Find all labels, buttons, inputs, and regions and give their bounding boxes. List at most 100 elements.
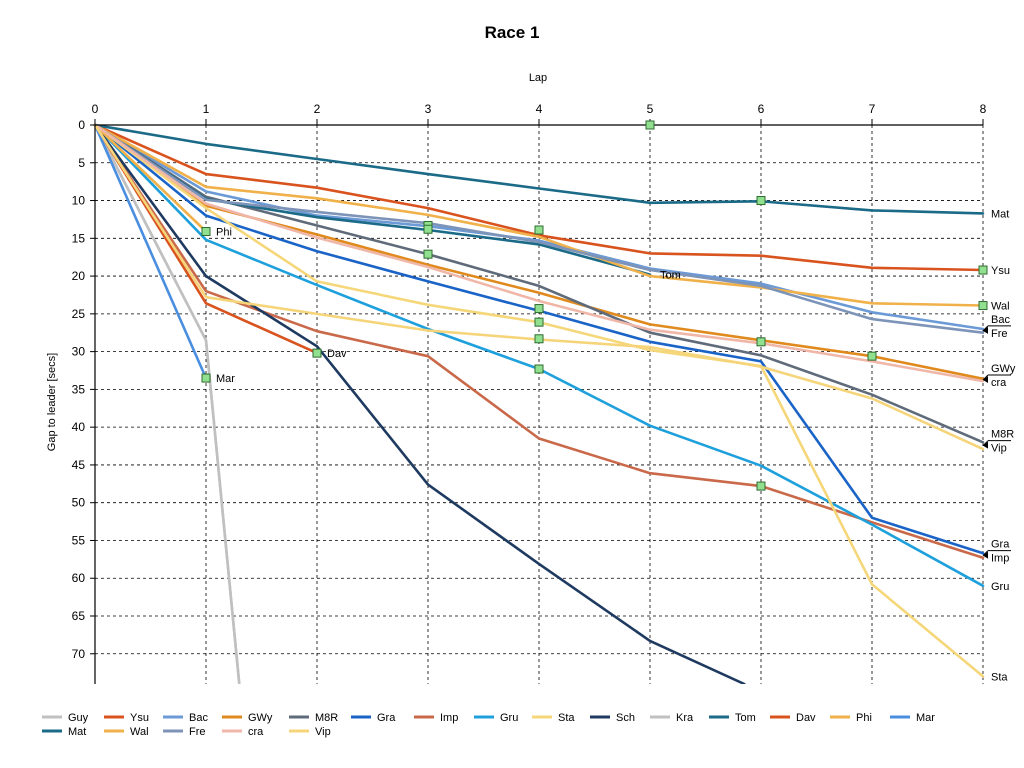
label-leader-arrow (983, 326, 988, 334)
lap-marker (534, 225, 544, 235)
annotation-label: Phi (216, 227, 232, 239)
x-tick-label: 3 (425, 102, 432, 116)
y-tick-label: 20 (72, 269, 86, 283)
lap-marker (423, 249, 433, 259)
legend-label-Mar: Mar (916, 712, 935, 724)
lap-marker (867, 351, 877, 361)
legend-label-Imp: Imp (440, 712, 458, 724)
series-line-Kra (93, 123, 241, 684)
legend-label-Mat: Mat (68, 726, 86, 738)
legend-label-Gra: Gra (377, 712, 396, 724)
lap-marker (756, 481, 766, 491)
legend-label-Sch: Sch (616, 712, 635, 724)
label-leader-line (982, 374, 989, 381)
label-leader-arrow (983, 441, 988, 449)
grid-lines (95, 125, 984, 684)
end-label-Wal: Wal (991, 301, 1010, 313)
series-line-Bac (93, 123, 985, 331)
y-tick-label: 60 (72, 571, 86, 585)
x-tick-label: 7 (869, 102, 876, 116)
lap-markers (201, 120, 988, 491)
lap-marker (534, 317, 544, 327)
lap-marker (756, 196, 766, 206)
lap-marker (978, 301, 988, 311)
legend-label-Fre: Fre (189, 726, 206, 738)
x-tick-label: 2 (314, 102, 321, 116)
x-tick-label: 4 (536, 102, 543, 116)
series-line-Mar (93, 123, 208, 380)
lap-marker (534, 334, 544, 344)
series-line-Phi (93, 123, 208, 233)
lap-marker (978, 265, 988, 275)
lap-marker (534, 364, 544, 374)
end-label-Fre: Fre (991, 328, 1008, 340)
y-axis-label: Gap to leader [secs] (46, 353, 58, 451)
y-tick-label: 50 (72, 496, 86, 510)
y-tick-label: 0 (78, 118, 85, 132)
end-label-M8R: M8R (991, 429, 1014, 441)
end-label-Sta: Sta (991, 671, 1008, 683)
lap-marker (645, 120, 655, 130)
end-label-Ysu: Ysu (991, 265, 1010, 277)
series-line-Ysu (93, 123, 985, 272)
y-tick-label: 65 (72, 609, 86, 623)
end-label-Gra: Gra (991, 539, 1010, 551)
legend-label-Sta: Sta (558, 712, 575, 724)
legend-label-GWy: GWy (248, 712, 273, 724)
legend-label-cra: cra (248, 726, 264, 738)
lap-marker (201, 227, 211, 237)
series-line-cra (93, 123, 985, 383)
end-label-GWy: GWy (991, 363, 1016, 375)
x-tick-label: 8 (980, 102, 987, 116)
annotation-label: Mar (216, 373, 235, 385)
legend: Guy Ysu Bac GWy M8R Gra Imp Gru Sta Sch Kra Tom Dav P… (42, 712, 935, 738)
label-leader-arrow (983, 551, 988, 559)
x-tick-label: 1 (203, 102, 210, 116)
end-label-Mat: Mat (991, 208, 1009, 220)
legend-label-Ysu: Ysu (130, 712, 149, 724)
chart-title: Race 1 (485, 23, 540, 42)
legend-label-Gru: Gru (500, 712, 518, 724)
legend-label-Bac: Bac (189, 712, 208, 724)
y-tick-label: 15 (72, 231, 86, 245)
x-tick-label: 0 (92, 102, 99, 116)
series-line-Mat (93, 123, 985, 215)
end-label-cra: cra (991, 377, 1007, 389)
y-tick-label: 45 (72, 458, 86, 472)
legend-label-M8R: M8R (315, 712, 338, 724)
annotation-label: Dav (327, 348, 347, 360)
legend-label-Vip: Vip (315, 726, 331, 738)
y-tick-label: 5 (78, 156, 85, 170)
x-axis-label: Lap (529, 72, 547, 84)
lap-marker (312, 348, 322, 358)
y-tick-label: 30 (72, 345, 86, 359)
legend-label-Tom: Tom (735, 712, 756, 724)
label-leader-line (982, 325, 989, 332)
lap-marker (534, 304, 544, 314)
y-tick-label: 70 (72, 647, 86, 661)
y-tick-label: 40 (72, 420, 86, 434)
y-tick-label: 35 (72, 382, 86, 396)
legend-label-Dav: Dav (796, 712, 816, 724)
end-label-Vip: Vip (991, 443, 1007, 455)
legend-label-Phi: Phi (856, 712, 872, 724)
y-tick-label: 25 (72, 307, 86, 321)
series-line-Sch (93, 123, 746, 684)
label-leader-line (982, 440, 989, 447)
series-line-Wal (93, 123, 985, 307)
end-label-Bac: Bac (991, 314, 1010, 326)
end-label-Gru: Gru (991, 581, 1009, 593)
lap-marker (201, 373, 211, 383)
end-label-Imp: Imp (991, 553, 1009, 565)
label-leader-line (982, 550, 989, 556)
annotation-label: Tom (660, 270, 681, 282)
legend-label-Wal: Wal (130, 726, 149, 738)
y-tick-label: 55 (72, 533, 86, 547)
lap-marker (423, 224, 433, 234)
label-leader-arrow (983, 375, 988, 383)
series-line-Fre (93, 123, 985, 335)
y-tick-label: 10 (72, 194, 86, 208)
legend-label-Guy: Guy (68, 712, 89, 724)
